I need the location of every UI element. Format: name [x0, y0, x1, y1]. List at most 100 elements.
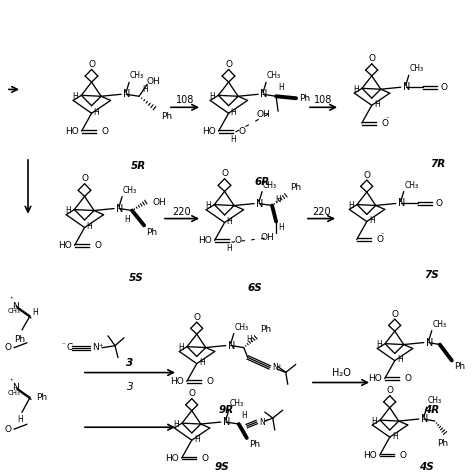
Text: O: O — [221, 169, 228, 178]
Text: 4R: 4R — [424, 405, 439, 415]
Text: H: H — [371, 417, 377, 426]
Text: ⁻: ⁻ — [61, 343, 65, 349]
Text: O: O — [363, 171, 370, 180]
Text: Ph: Ph — [161, 112, 172, 121]
Text: O: O — [436, 199, 443, 208]
Text: H: H — [227, 217, 232, 226]
Text: O: O — [235, 236, 242, 245]
Text: CH₃: CH₃ — [230, 399, 244, 408]
Text: N: N — [421, 414, 428, 424]
Text: OH: OH — [146, 77, 160, 86]
Text: O: O — [188, 389, 195, 398]
Text: N: N — [223, 417, 230, 427]
Text: 5R: 5R — [130, 161, 146, 171]
Text: O: O — [368, 55, 375, 64]
Text: Ph: Ph — [299, 94, 310, 103]
Text: N: N — [260, 89, 267, 99]
Text: N: N — [116, 203, 123, 214]
Text: N: N — [123, 89, 130, 99]
Text: H: H — [65, 206, 71, 215]
Text: 3: 3 — [127, 358, 134, 368]
Text: N⁺: N⁺ — [259, 418, 269, 427]
Text: H: H — [278, 83, 284, 92]
Text: Ph: Ph — [454, 363, 465, 372]
Text: O: O — [391, 310, 398, 319]
Text: HO: HO — [363, 450, 377, 459]
Text: H: H — [199, 358, 204, 367]
Text: N: N — [403, 82, 410, 92]
Text: N: N — [12, 301, 19, 310]
Text: N: N — [398, 199, 405, 209]
Text: C: C — [67, 343, 73, 352]
Text: O: O — [88, 60, 95, 69]
Text: H: H — [173, 419, 179, 428]
Text: CH₃: CH₃ — [8, 308, 21, 314]
Text: ⁺: ⁺ — [10, 297, 14, 303]
Text: N⁺: N⁺ — [272, 363, 282, 372]
Text: ⁻: ⁻ — [386, 116, 390, 122]
Text: O: O — [81, 174, 88, 183]
Text: CH₃: CH₃ — [130, 72, 144, 81]
Text: 108: 108 — [176, 95, 194, 105]
Text: Ph: Ph — [14, 335, 26, 344]
Text: H: H — [194, 435, 200, 444]
Text: O: O — [238, 127, 246, 136]
Text: O: O — [4, 425, 11, 434]
Text: N: N — [256, 199, 264, 209]
Text: Ph: Ph — [249, 440, 260, 449]
Text: CH₃: CH₃ — [428, 396, 442, 405]
Text: 7S: 7S — [424, 270, 439, 280]
Text: ⁺: ⁺ — [10, 379, 14, 384]
Text: H: H — [374, 100, 380, 109]
Text: 4S: 4S — [419, 462, 433, 472]
Text: N: N — [228, 340, 235, 351]
Text: H: H — [227, 245, 232, 254]
Text: 5S: 5S — [128, 273, 143, 283]
Text: HO: HO — [202, 127, 216, 136]
Text: H: H — [392, 432, 398, 441]
Text: Ph: Ph — [290, 182, 301, 191]
Text: H: H — [397, 356, 402, 365]
Text: CH₃: CH₃ — [405, 181, 419, 190]
Text: O: O — [386, 386, 393, 395]
Text: H: H — [246, 335, 252, 344]
Text: 9R: 9R — [219, 405, 234, 415]
Text: O: O — [405, 374, 412, 383]
Text: O: O — [225, 60, 232, 69]
Text: Ph: Ph — [260, 325, 271, 334]
Text: 6R: 6R — [255, 177, 270, 187]
Text: OH: OH — [256, 109, 270, 118]
Text: H: H — [230, 108, 237, 117]
Text: H: H — [376, 340, 382, 349]
Text: O: O — [202, 454, 209, 463]
Text: CH₃: CH₃ — [235, 323, 249, 332]
Text: OH: OH — [260, 233, 274, 242]
Text: HO: HO — [170, 377, 184, 386]
Text: H: H — [210, 92, 215, 101]
Text: O: O — [4, 343, 11, 352]
Text: CH₃: CH₃ — [123, 186, 137, 195]
Text: H: H — [142, 85, 148, 94]
Text: H: H — [178, 343, 184, 352]
Text: HO: HO — [198, 236, 211, 245]
Text: 220: 220 — [173, 207, 191, 217]
Text: CH₃: CH₃ — [433, 319, 447, 328]
Text: H: H — [348, 201, 354, 210]
Text: H: H — [206, 201, 211, 210]
Text: H: H — [241, 411, 246, 420]
Text: H₂O: H₂O — [331, 367, 350, 378]
Text: O: O — [95, 241, 101, 250]
Text: H: H — [353, 85, 359, 94]
Text: CH₃: CH₃ — [263, 181, 277, 190]
Text: O: O — [441, 83, 448, 92]
Text: O: O — [400, 450, 407, 459]
Text: Ph: Ph — [437, 439, 448, 448]
Text: O: O — [382, 118, 389, 128]
Text: 3: 3 — [127, 383, 133, 392]
Text: HO: HO — [58, 241, 72, 250]
Text: 9S: 9S — [215, 462, 229, 472]
Text: H: H — [231, 135, 237, 144]
Text: 7R: 7R — [430, 159, 445, 169]
Text: CH₃: CH₃ — [410, 64, 424, 73]
Text: H: H — [32, 309, 38, 318]
